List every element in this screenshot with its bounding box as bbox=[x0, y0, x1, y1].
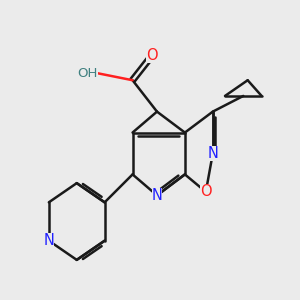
Text: OH: OH bbox=[77, 67, 98, 80]
Text: N: N bbox=[207, 146, 218, 161]
Text: O: O bbox=[146, 48, 158, 63]
Text: N: N bbox=[44, 233, 54, 248]
Text: N: N bbox=[152, 188, 162, 203]
Text: O: O bbox=[200, 184, 212, 200]
